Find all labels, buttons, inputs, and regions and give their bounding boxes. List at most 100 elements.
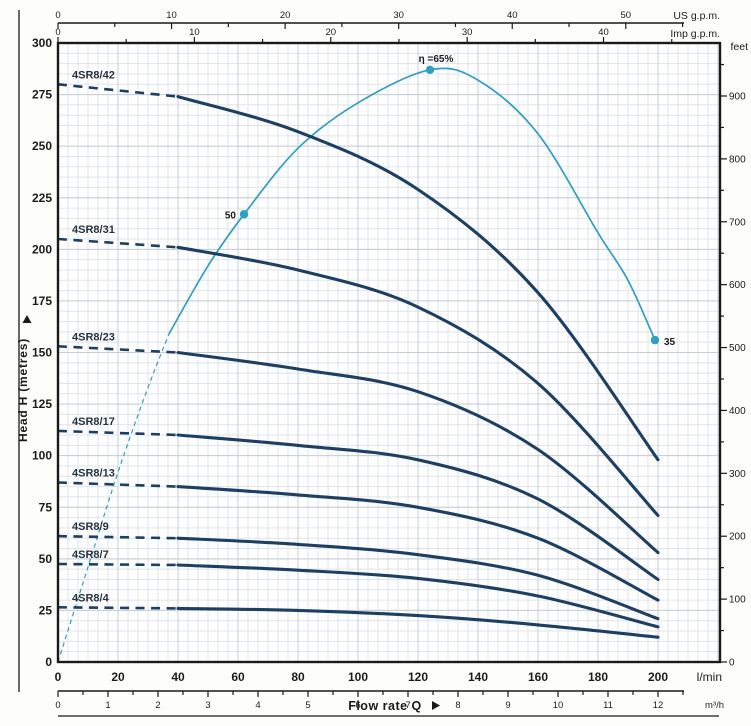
impgpm-tick-label: 40 [598,27,609,38]
curve-label-4SR8/9: 4SR8/9 [72,521,109,533]
feet-tick-label: 800 [729,154,746,165]
feet-tick-label: 300 [729,469,746,480]
lmin-unit-label: l/min [697,670,722,684]
pump-curve-4SR8/31 [176,245,660,518]
feet-tick-label: 600 [729,280,746,291]
feet-tick-label: 900 [729,91,746,102]
impgpm-tick-label: 0 [55,27,60,38]
pump-curve-dashed-4SR8/31 [57,237,179,249]
usgpm-tick-label: 20 [280,10,291,21]
curve-label-4SR8/23: 4SR8/23 [72,331,115,343]
curve-label-4SR8/4: 4SR8/4 [72,592,110,604]
m3h-tick-label: 7 [405,700,410,711]
feet-tick-label: 100 [729,595,746,606]
metres-tick-label: 175 [32,294,52,308]
lmin-tick-label: 40 [171,670,185,684]
metres-tick-label: 0 [45,655,52,669]
efficiency-marker-35 [650,335,660,345]
metres-tick-label: 125 [32,397,52,411]
m3h-tick-label: 10 [553,700,564,711]
pump-curve-dashed-4SR8/9 [57,534,179,540]
metres-tick-label: 225 [32,191,52,205]
lmin-tick-label: 200 [648,670,668,684]
m3h-tick-label: 9 [505,700,510,711]
curve-label-4SR8/42: 4SR8/42 [72,69,115,81]
efficiency-label: 35 [664,337,676,348]
metres-tick-label: 300 [32,36,52,50]
usgpm-tick-label: 0 [55,10,60,21]
pump-curve-4SR8/17 [176,433,660,582]
metres-tick-label: 250 [32,139,52,153]
lmin-tick-label: 60 [231,670,245,684]
m3h-tick-label: 2 [155,700,160,711]
lmin-tick-label: 80 [291,670,305,684]
metres-tick-label: 200 [32,242,52,256]
m3h-tick-label: 8 [455,700,460,711]
lmin-tick-label: 100 [348,670,368,684]
pump-curve-4SR8/23 [176,350,660,555]
pump-curve-dashed-4SR8/17 [57,429,179,437]
m3h-tick-label: 3 [205,700,210,711]
pump-curve-dashed-4SR8/13 [57,481,179,488]
pump-curve-dashed-4SR8/4 [57,606,179,610]
lmin-tick-label: 160 [528,670,548,684]
m3h-tick-label: 1 [105,700,110,711]
usgpm-unit-label: US g.p.m. [673,10,720,22]
curve-label-4SR8/13: 4SR8/13 [72,467,115,479]
curve-label-4SR8/17: 4SR8/17 [72,416,115,428]
feet-tick-label: 400 [729,406,746,417]
pump-curve-dashed-4SR8/23 [57,345,179,354]
lmin-tick-label: 0 [55,670,62,684]
impgpm-unit-label: Imp g.p.m. [670,28,720,40]
usgpm-tick-label: 10 [166,10,177,21]
pump-curve-4SR8/9 [176,536,660,621]
feet-unit-label: feet [730,41,748,53]
efficiency-label: η =65% [419,54,454,65]
lmin-tick-label: 120 [408,670,428,684]
m3h-tick-label: 6 [355,700,360,711]
m3h-unit-label: m³/h [705,700,724,711]
feet-tick-label: 700 [729,217,746,228]
pump-curve-4SR8/42 [176,95,660,462]
pump-curve-4SR8/4 [176,606,660,639]
metres-tick-label: 75 [39,500,53,514]
efficiency-marker-η =65% [425,65,435,75]
y-axis-title: Head H (metres) [16,338,30,442]
pump-curve-4SR8/13 [176,485,660,602]
m3h-tick-label: 5 [305,700,310,711]
plot-border [56,41,722,664]
m3h-tick-label: 0 [55,700,60,711]
metres-tick-label: 25 [39,603,53,617]
flow-axis-right-arrow-icon [432,701,440,710]
feet-tick-label: 200 [729,532,746,543]
lmin-tick-label: 180 [588,670,608,684]
impgpm-tick-label: 10 [189,27,200,38]
metres-tick-label: 150 [32,346,52,360]
usgpm-tick-label: 40 [507,10,518,21]
m3h-tick-label: 4 [255,700,260,711]
head-axis-up-arrow-icon [22,315,32,323]
lmin-tick-label: 140 [468,670,488,684]
metres-tick-label: 275 [32,88,52,102]
pump-curve-4SR8/7 [176,563,660,629]
lmin-tick-label: 20 [111,670,125,684]
efficiency-label: 50 [225,210,237,221]
usgpm-tick-label: 50 [621,10,632,21]
metres-tick-label: 100 [32,449,52,463]
curve-label-4SR8/31: 4SR8/31 [72,224,115,236]
metres-tick-label: 50 [39,552,53,566]
pump-curve-dashed-4SR8/42 [57,83,179,98]
pump-curve-dashed-4SR8/7 [57,562,179,567]
feet-tick-label: 500 [729,343,746,354]
m3h-tick-label: 11 [603,700,613,711]
impgpm-tick-label: 30 [462,27,473,38]
impgpm-tick-label: 20 [325,27,336,38]
efficiency-marker-50 [239,210,249,219]
x-axis-title: Flow rate Q [348,699,422,713]
feet-tick-label: 0 [729,658,735,669]
curve-label-4SR8/7: 4SR8/7 [72,549,109,561]
usgpm-tick-label: 30 [393,10,404,21]
m3h-tick-label: 12 [653,700,664,711]
